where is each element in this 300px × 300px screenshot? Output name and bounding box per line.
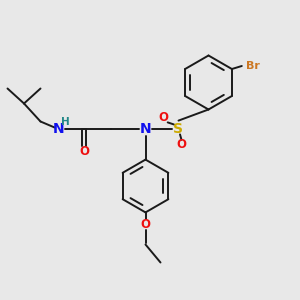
Text: O: O <box>140 218 151 231</box>
Text: O: O <box>79 145 89 158</box>
Text: S: S <box>173 122 184 136</box>
Text: Br: Br <box>246 61 260 71</box>
Text: H: H <box>61 117 70 128</box>
Text: O: O <box>176 138 187 151</box>
Text: N: N <box>53 122 64 136</box>
Text: N: N <box>140 122 151 136</box>
Text: O: O <box>158 111 168 124</box>
